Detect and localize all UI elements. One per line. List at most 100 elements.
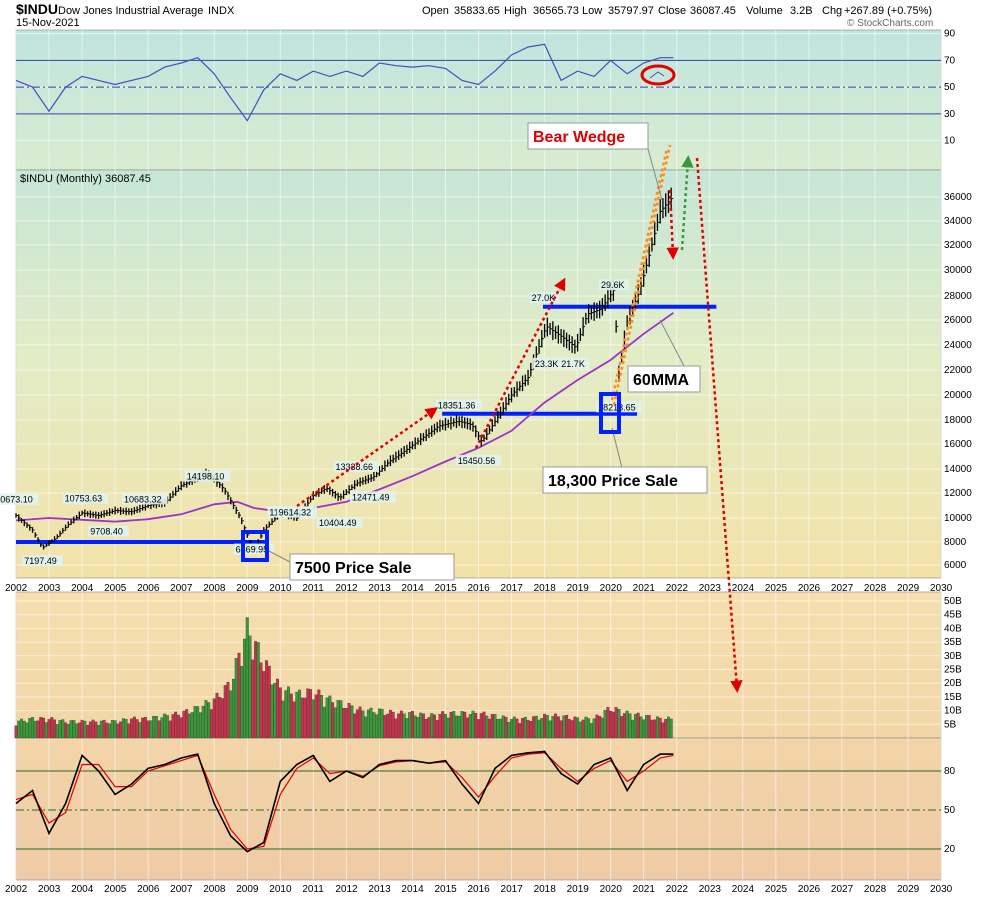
volume-bar-54 xyxy=(163,713,167,739)
volume-bar-134 xyxy=(383,715,387,739)
rsi-line xyxy=(15,43,674,122)
volume-bar-205 xyxy=(578,721,582,739)
volume-bar-10 xyxy=(42,717,45,739)
volume-bar-172 xyxy=(488,718,491,739)
x-tick-bottom-2015: 2015 xyxy=(434,884,457,895)
volume-bar-65 xyxy=(193,706,197,739)
volume-bar-105 xyxy=(303,697,307,739)
point-label-bg-0 xyxy=(0,493,39,505)
volume-bar-112 xyxy=(322,706,326,739)
bear-wedge-pointer xyxy=(647,148,663,201)
volume-bar-2 xyxy=(20,718,23,739)
volume-bar-9 xyxy=(39,717,43,739)
vol-tick-40B: 40B xyxy=(944,623,962,634)
chart-header: $INDU Dow Jones Industrial Average INDX … xyxy=(16,1,933,29)
volume-bar-61 xyxy=(182,710,186,739)
point-label-bg-4 xyxy=(122,493,168,505)
x-tick-bottom-2005: 2005 xyxy=(104,884,127,895)
x-tick-top-2008: 2008 xyxy=(203,583,226,594)
volume-bar-34 xyxy=(108,723,112,739)
volume-bar-60 xyxy=(179,717,183,739)
price-tick-32000: 32000 xyxy=(944,240,972,251)
sale-18300-box xyxy=(542,466,708,494)
volume-bar-46 xyxy=(141,717,145,739)
index-name: Dow Jones Industrial Average xyxy=(58,5,203,17)
volume-bar-36 xyxy=(113,720,117,739)
volume-bar-44 xyxy=(135,719,139,739)
volume-bar-160 xyxy=(455,715,458,739)
volume-bar-87 xyxy=(254,641,257,739)
volume-bar-66 xyxy=(196,706,200,739)
volume-bar-31 xyxy=(99,720,103,739)
volume-bar-163 xyxy=(463,711,467,739)
volume-bar-5 xyxy=(28,718,32,739)
point-label-bg-16 xyxy=(559,357,590,369)
rsi-highlight-mark xyxy=(649,71,665,79)
volume-bar-29 xyxy=(94,721,98,739)
x-tick-top-2019: 2019 xyxy=(567,583,590,594)
point-label-bg-14 xyxy=(529,292,560,303)
volume-bar-199 xyxy=(562,715,566,739)
rsi-tick-10: 10 xyxy=(944,136,956,147)
volume-bar-158 xyxy=(449,711,453,739)
volume-bar-135 xyxy=(386,713,390,739)
volume-bar-27 xyxy=(88,721,92,739)
x-tick-top-2024: 2024 xyxy=(732,583,755,594)
volume-bar-23 xyxy=(77,722,81,739)
volume-bar-225 xyxy=(633,714,637,739)
point-label-18: 18213.65 xyxy=(598,402,636,412)
volume-bar-69 xyxy=(204,700,208,739)
point-label-12: 18351.36 xyxy=(438,401,476,411)
x-tick-top-2006: 2006 xyxy=(137,583,160,594)
volume-bar-56 xyxy=(168,720,172,739)
x-tick-top-2026: 2026 xyxy=(798,583,821,594)
volume-bar-107 xyxy=(309,689,313,739)
point-label-14: 27.0K xyxy=(532,293,556,303)
volume-bar-100 xyxy=(289,693,293,739)
x-tick-bottom-2016: 2016 xyxy=(468,884,491,895)
point-label-bg-13 xyxy=(455,454,502,466)
point-label-bg-11 xyxy=(349,491,396,503)
volume-bar-71 xyxy=(210,709,213,739)
vol-tick-20B: 20B xyxy=(944,678,962,689)
volume-bar-6 xyxy=(31,717,34,739)
volume-bar-109 xyxy=(314,694,318,739)
x-tick-bottom-2006: 2006 xyxy=(137,884,160,895)
ma-line xyxy=(15,312,674,523)
quote-date: 15-Nov-2021 xyxy=(16,17,80,29)
volume-bar-118 xyxy=(339,700,343,739)
x-tick-top-2027: 2027 xyxy=(831,583,854,594)
sale-18300-pointer xyxy=(611,427,623,469)
volume-bar-208 xyxy=(587,718,591,739)
volume-bar-110 xyxy=(317,689,321,739)
point-label-5: 14198.10 xyxy=(187,472,225,482)
x-tick-top-2005: 2005 xyxy=(104,583,127,594)
x-tick-bottom-2025: 2025 xyxy=(765,884,788,895)
volume-bar-51 xyxy=(154,716,158,739)
x-tick-top-2014: 2014 xyxy=(401,583,424,594)
volume-bar-142 xyxy=(405,718,409,739)
vol-tick-45B: 45B xyxy=(944,610,962,621)
x-tick-bottom-2007: 2007 xyxy=(170,884,193,895)
open-label: Open xyxy=(422,5,449,17)
volume-bar-86 xyxy=(251,659,255,739)
volume-bar-53 xyxy=(160,717,164,739)
volume-bar-108 xyxy=(311,699,315,739)
sale-7500-box xyxy=(289,553,455,581)
volume-bar-210 xyxy=(592,718,596,739)
x-tick-bottom-2013: 2013 xyxy=(368,884,391,895)
volume-bar-153 xyxy=(435,720,439,739)
volume-bar-129 xyxy=(369,707,373,739)
x-tick-bottom-2021: 2021 xyxy=(633,884,656,895)
volume-layer xyxy=(14,617,673,739)
x-tick-bottom-2019: 2019 xyxy=(567,884,590,895)
price-tick-18000: 18000 xyxy=(944,415,972,426)
point-label-bg-2 xyxy=(62,492,109,504)
volume-bar-139 xyxy=(397,713,401,739)
vol-tick-50B: 50B xyxy=(944,596,962,607)
wedge-upper-line xyxy=(610,147,669,401)
gridlines xyxy=(15,30,942,880)
volume-bar-184 xyxy=(521,718,524,739)
volume-bar-4 xyxy=(25,722,29,739)
vol-tick-5B: 5B xyxy=(944,719,957,730)
